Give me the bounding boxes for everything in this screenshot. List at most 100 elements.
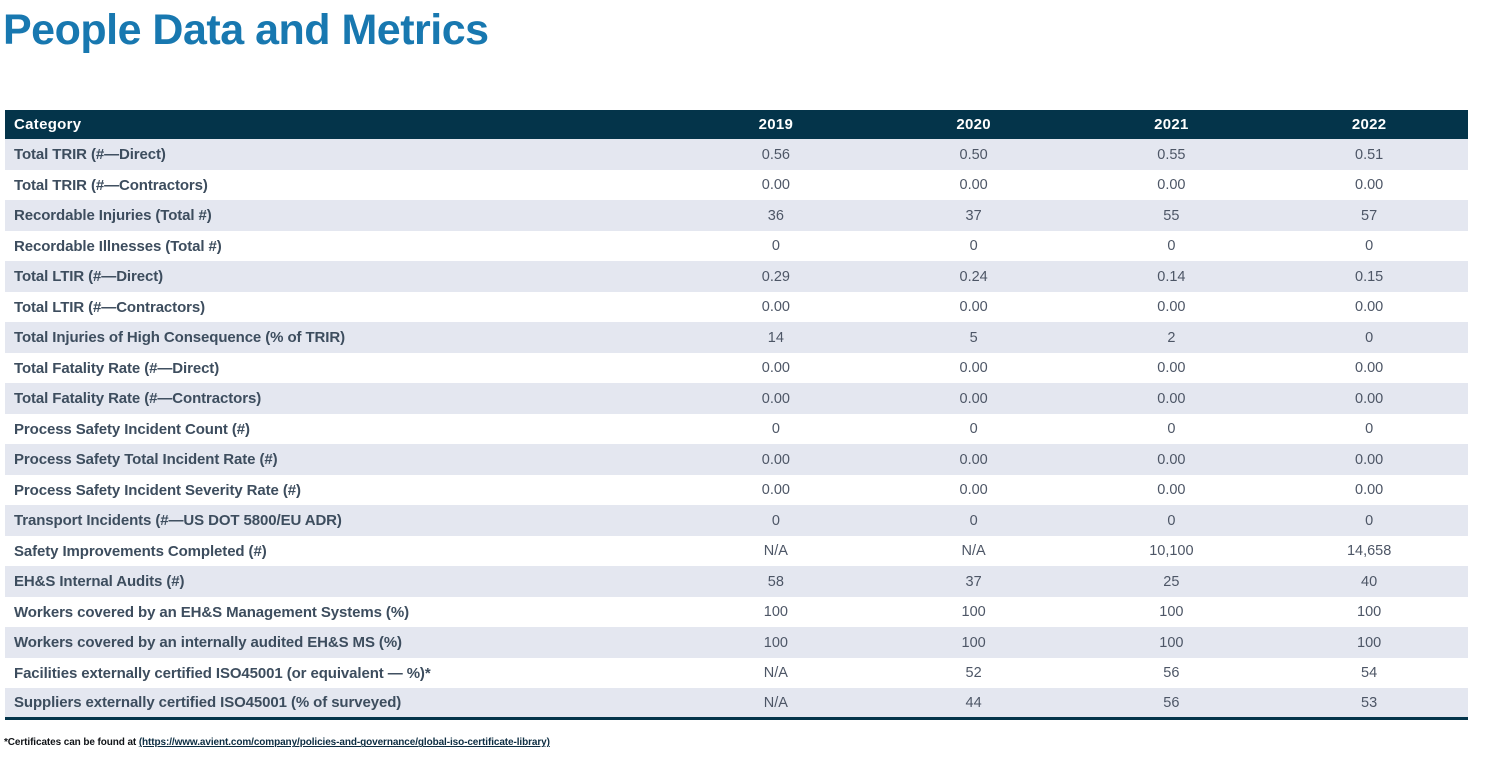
row-value-2021: 55 [1072,200,1271,231]
table-row: Total Injuries of High Consequence (% of… [5,322,1468,353]
row-category-label: Recordable Injuries (Total #) [5,200,677,231]
row-value-2021: 0.00 [1072,291,1271,323]
row-category-label: Process Safety Incident Severity Rate (#… [5,474,677,506]
row-value-2021: 100 [1072,596,1271,628]
row-value-2022: 0.00 [1270,444,1468,475]
row-value-2022: 0.00 [1270,169,1468,201]
row-value-2020: 0 [874,505,1073,536]
row-value-2019: 0.00 [677,383,875,414]
table-row: Workers covered by an EH&S Management Sy… [5,596,1468,628]
row-value-2021: 10,100 [1072,535,1271,567]
page-title: People Data and Metrics [3,6,489,54]
row-value-2019: N/A [677,688,875,719]
row-value-2021: 0 [1072,413,1271,445]
row-category-label: Transport Incidents (#—US DOT 5800/EU AD… [5,505,677,536]
column-header-year-2019: 2019 [677,110,875,140]
row-value-2022: 57 [1270,200,1468,231]
footnote: *Certificates can be found at (https://w… [4,737,1492,748]
row-value-2019: 0.56 [677,139,875,170]
table-row: Total Fatality Rate (#—Direct) 0.00 0.00 0.… [5,352,1468,384]
row-value-2020: 0.24 [874,261,1073,292]
row-value-2021: 56 [1072,688,1271,719]
row-value-2019: 36 [677,200,875,231]
table-row: Total LTIR (#—Contractors) 0.00 0.00 0.00 0.… [5,291,1468,323]
row-value-2020: 0.00 [874,291,1073,323]
row-value-2020: 0.00 [874,352,1073,384]
table-row: Total TRIR (#—Contractors) 0.00 0.00 0.00 0.… [5,169,1468,201]
row-value-2019: 0.00 [677,169,875,201]
column-header-year-2021: 2021 [1072,110,1271,140]
row-category-label: Total Fatality Rate (#—Contractors) [5,383,677,414]
row-value-2019: 14 [677,322,875,353]
row-value-2021: 0.00 [1072,352,1271,384]
row-category-label: Workers covered by an EH&S Management Sy… [5,596,677,628]
row-category-label: EH&S Internal Audits (#) [5,566,677,597]
table-row: Process Safety Incident Count (#) 0 0 0 0 [5,413,1468,445]
table-row: Total TRIR (#—Direct) 0.56 0.50 0.55 0.51 [5,139,1468,170]
row-value-2019: 0.00 [677,444,875,475]
row-value-2020: 0.00 [874,444,1073,475]
row-value-2022: 100 [1270,627,1468,658]
row-value-2020: 37 [874,566,1073,597]
row-value-2021: 0 [1072,230,1271,262]
row-value-2020: 37 [874,200,1073,231]
row-value-2019: 0 [677,413,875,445]
row-value-2020: N/A [874,535,1073,567]
row-value-2022: 14,658 [1270,535,1468,567]
row-value-2022: 0.00 [1270,352,1468,384]
table-row: Recordable Injuries (Total #) 36 37 55 57 [5,200,1468,231]
row-value-2020: 0.00 [874,474,1073,506]
row-value-2019: 0 [677,505,875,536]
row-value-2020: 0.00 [874,383,1073,414]
row-value-2022: 100 [1270,596,1468,628]
table-row: Total Fatality Rate (#—Contractors) 0.00 0… [5,383,1468,414]
column-header-year-2020: 2020 [874,110,1073,140]
table-row: Facilities externally certified ISO45001… [5,657,1468,689]
row-value-2019: 0.00 [677,291,875,323]
row-category-label: Facilities externally certified ISO45001… [5,657,677,689]
row-category-label: Process Safety Incident Count (#) [5,413,677,445]
row-value-2022: 0 [1270,322,1468,353]
row-category-label: Total LTIR (#—Direct) [5,261,677,292]
column-header-year-2022: 2022 [1270,110,1468,140]
row-value-2022: 0.51 [1270,139,1468,170]
footnote-text: *Certificates can be found at [4,737,139,749]
row-category-label: Workers covered by an internally audited… [5,627,677,658]
row-value-2022: 40 [1270,566,1468,597]
row-category-label: Process Safety Total Incident Rate (#) [5,444,677,475]
table-row: Workers covered by an internally audited… [5,627,1468,658]
row-value-2021: 100 [1072,627,1271,658]
row-value-2020: 0.50 [874,139,1073,170]
row-value-2020: 100 [874,596,1073,628]
row-category-label: Total TRIR (#—Direct) [5,139,677,170]
row-value-2022: 54 [1270,657,1468,689]
row-value-2022: 0 [1270,230,1468,262]
table-row: Safety Improvements Completed (#) N/A N/A 1… [5,535,1468,567]
row-category-label: Safety Improvements Completed (#) [5,535,677,567]
row-value-2021: 0.00 [1072,169,1271,201]
row-value-2021: 0.00 [1072,474,1271,506]
row-value-2022: 0.00 [1270,383,1468,414]
table-row: Suppliers externally certified ISO45001 … [5,688,1468,719]
row-value-2021: 25 [1072,566,1271,597]
row-category-label: Recordable Illnesses (Total #) [5,230,677,262]
footnote-link[interactable]: (https://www.avient.com/company/policies… [138,737,550,749]
row-value-2020: 0 [874,230,1073,262]
row-value-2022: 0 [1270,505,1468,536]
row-category-label: Total Injuries of High Consequence (% of… [5,322,677,353]
row-value-2019: 0.00 [677,474,875,506]
row-value-2019: 100 [677,627,875,658]
row-value-2020: 0 [874,413,1073,445]
row-value-2021: 0.55 [1072,139,1271,170]
row-value-2020: 5 [874,322,1073,353]
row-value-2021: 0.14 [1072,261,1271,292]
table-row: Total LTIR (#—Direct) 0.29 0.24 0.14 0.15 [5,261,1468,292]
row-value-2021: 2 [1072,322,1271,353]
row-value-2021: 0.00 [1072,383,1271,414]
row-value-2022: 53 [1270,688,1468,719]
table-header-row: Category 2019 2020 2021 2022 [5,110,1468,140]
row-value-2020: 100 [874,627,1073,658]
row-category-label: Total TRIR (#—Contractors) [5,169,677,201]
row-category-label: Suppliers externally certified ISO45001 … [5,688,677,719]
row-value-2020: 0.00 [874,169,1073,201]
